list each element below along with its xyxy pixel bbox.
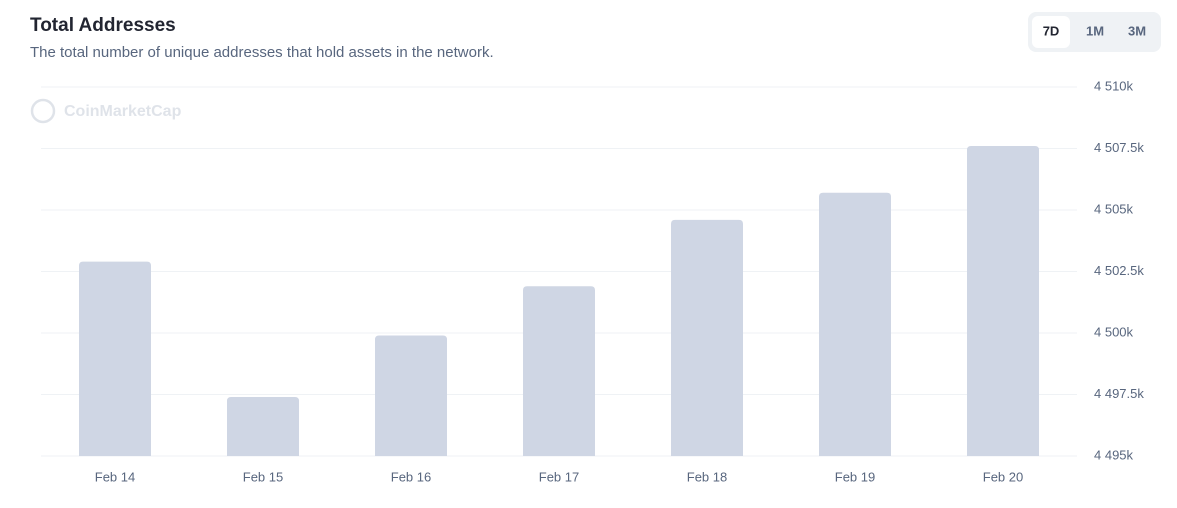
bar: [967, 146, 1039, 457]
chart-subtitle: The total number of unique addresses tha…: [30, 44, 494, 61]
range-button-active: [1032, 16, 1070, 48]
bar: [523, 286, 595, 456]
bar: [819, 192, 891, 456]
x-tick-label: Feb 17: [539, 469, 579, 484]
x-tick-label: Feb 18: [687, 469, 727, 484]
y-tick-label: 4 502.5k: [1094, 263, 1144, 278]
x-tick-label: Feb 20: [983, 469, 1023, 484]
chart-title: Total Addresses: [30, 15, 176, 36]
bar: [79, 261, 151, 456]
range-button[interactable]: 1M: [1086, 23, 1104, 38]
bar: [227, 396, 299, 456]
x-tick-label: Feb 15: [243, 469, 283, 484]
y-tick-label: 4 500k: [1094, 324, 1134, 339]
watermark-text: CoinMarketCap: [64, 103, 182, 120]
x-tick-label: Feb 16: [391, 469, 431, 484]
y-tick-label: 4 510k: [1094, 78, 1134, 93]
range-button[interactable]: 3M: [1128, 23, 1146, 38]
bar: [375, 335, 447, 456]
range-button[interactable]: 7D: [1043, 23, 1060, 38]
y-tick-label: 4 495k: [1094, 447, 1134, 462]
y-tick-label: 4 497.5k: [1094, 386, 1144, 401]
x-tick-label: Feb 19: [835, 469, 875, 484]
y-tick-label: 4 505k: [1094, 201, 1134, 216]
x-tick-label: Feb 14: [95, 469, 135, 484]
watermark-logo: [30, 98, 56, 124]
watermark: CoinMarketCap: [30, 98, 182, 124]
y-tick-label: 4 507.5k: [1094, 140, 1144, 155]
bar: [671, 219, 743, 456]
